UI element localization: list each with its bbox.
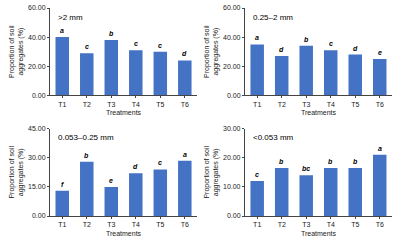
svg-text:T5: T5 — [156, 221, 164, 228]
svg-text:45.00: 45.00 — [28, 125, 46, 132]
svg-text:T4: T4 — [327, 101, 335, 108]
svg-text:f: f — [61, 181, 64, 188]
svg-text:T6: T6 — [181, 221, 189, 228]
svg-text:0.00: 0.00 — [227, 212, 241, 219]
svg-text:Treatments: Treatments — [301, 230, 337, 237]
svg-text:d: d — [182, 50, 187, 57]
svg-text:Proportion of soilaggregates (: Proportion of soilaggregates (%) — [8, 146, 25, 199]
svg-text:T6: T6 — [181, 101, 189, 108]
svg-text:T1: T1 — [58, 221, 66, 228]
svg-text:T2: T2 — [278, 221, 286, 228]
svg-text:c: c — [134, 40, 138, 47]
svg-text:Treatments: Treatments — [106, 230, 142, 237]
svg-text:0.053–0.25 mm: 0.053–0.25 mm — [58, 133, 114, 142]
svg-text:>2 mm: >2 mm — [58, 13, 83, 22]
svg-text:30.00: 30.00 — [28, 154, 46, 161]
svg-text:Proportion of soilaggregates (: Proportion of soilaggregates (%) — [8, 25, 25, 78]
svg-text:a: a — [378, 145, 382, 152]
svg-text:Proportion of soilaggregates (: Proportion of soilaggregates (%) — [203, 25, 220, 78]
svg-text:T6: T6 — [376, 221, 384, 228]
svg-text:a: a — [60, 27, 64, 34]
svg-text:T3: T3 — [107, 221, 115, 228]
svg-text:b: b — [328, 158, 333, 165]
svg-text:20.00: 20.00 — [28, 63, 46, 70]
svg-text:0.00: 0.00 — [32, 212, 46, 219]
svg-text:T5: T5 — [156, 101, 164, 108]
svg-text:b: b — [353, 158, 358, 165]
svg-text:a: a — [255, 34, 259, 41]
svg-text:a: a — [183, 151, 187, 158]
svg-text:T4: T4 — [132, 101, 140, 108]
svg-text:20.00: 20.00 — [223, 63, 241, 70]
svg-text:Proportion of soilaggregates (: Proportion of soilaggregates (%) — [203, 146, 220, 199]
svg-text:e: e — [378, 49, 382, 56]
svg-text:c: c — [158, 159, 162, 166]
svg-text:<0.053 mm: <0.053 mm — [253, 133, 294, 142]
svg-text:30.00: 30.00 — [223, 125, 241, 132]
svg-text:20.00: 20.00 — [223, 154, 241, 161]
svg-text:bc: bc — [302, 165, 310, 172]
svg-text:T5: T5 — [351, 101, 359, 108]
svg-text:c: c — [255, 171, 259, 178]
svg-text:0.25–2 mm: 0.25–2 mm — [253, 13, 293, 22]
svg-text:b: b — [279, 158, 284, 165]
svg-text:c: c — [85, 43, 89, 50]
svg-text:T6: T6 — [376, 101, 384, 108]
svg-text:0.00: 0.00 — [227, 92, 241, 99]
svg-text:b: b — [84, 152, 89, 159]
svg-text:T3: T3 — [302, 221, 310, 228]
svg-text:T4: T4 — [327, 221, 335, 228]
svg-text:T3: T3 — [107, 101, 115, 108]
svg-text:c: c — [158, 42, 162, 49]
svg-text:60.00: 60.00 — [223, 4, 241, 11]
svg-text:d: d — [133, 163, 138, 170]
svg-text:b: b — [304, 36, 309, 43]
svg-text:0.00: 0.00 — [32, 92, 46, 99]
svg-text:T2: T2 — [278, 101, 286, 108]
svg-text:T5: T5 — [351, 221, 359, 228]
svg-text:T2: T2 — [83, 221, 91, 228]
svg-text:T2: T2 — [83, 101, 91, 108]
svg-text:Treatments: Treatments — [301, 109, 337, 116]
svg-text:10.00: 10.00 — [223, 183, 241, 190]
svg-text:T1: T1 — [253, 221, 261, 228]
svg-text:40.00: 40.00 — [223, 34, 241, 41]
svg-text:60.00: 60.00 — [28, 4, 46, 11]
svg-text:T4: T4 — [132, 221, 140, 228]
svg-text:T1: T1 — [58, 101, 66, 108]
svg-text:d: d — [353, 45, 358, 52]
svg-text:T3: T3 — [302, 101, 310, 108]
svg-text:e: e — [109, 177, 113, 184]
svg-text:T1: T1 — [253, 101, 261, 108]
svg-text:15.00: 15.00 — [28, 183, 46, 190]
svg-text:b: b — [109, 30, 114, 37]
svg-text:d: d — [279, 46, 284, 53]
svg-text:c: c — [329, 40, 333, 47]
svg-text:Treatments: Treatments — [106, 109, 142, 116]
svg-text:40.00: 40.00 — [28, 34, 46, 41]
